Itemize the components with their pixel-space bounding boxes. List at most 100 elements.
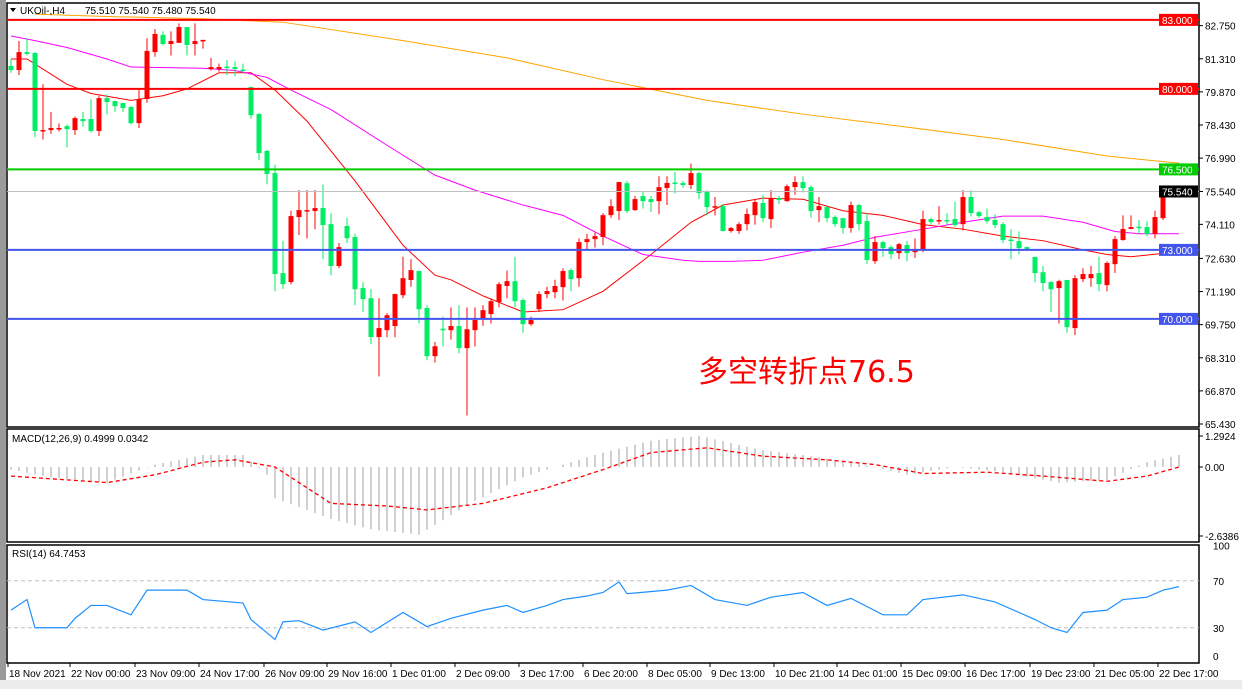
time-tick-label: 24 Nov 17:00: [200, 669, 260, 680]
candle-bullish: [552, 286, 558, 293]
moving-average-line: [10, 35, 1179, 262]
level-price-tag: [1159, 243, 1198, 256]
price-tick-label: 66.870: [1205, 387, 1236, 398]
macd-tick-label: 1.2924: [1205, 432, 1236, 443]
level-price-label: 76.500: [1162, 165, 1193, 176]
candle-bearish: [720, 206, 726, 232]
candle-bullish: [584, 239, 590, 243]
candle-bullish: [1128, 227, 1134, 229]
time-tick-label: 22 Nov 00:00: [71, 669, 131, 680]
candle-bullish: [216, 67, 222, 70]
macd-tick-label: -2.6386: [1205, 532, 1239, 543]
candle-bearish: [88, 119, 94, 131]
candle-bullish: [1112, 239, 1118, 265]
candle-bullish: [496, 284, 502, 303]
macd-signal-line: [10, 447, 1180, 511]
candle-bearish: [1016, 241, 1022, 249]
rsi-panel[interactable]: 100 70 30 0: [7, 542, 1230, 664]
candle-bearish: [328, 224, 334, 266]
candle-bullish: [1080, 274, 1086, 280]
candle-bullish: [304, 210, 310, 212]
price-tick-label: 72.630: [1205, 254, 1236, 265]
candle-bullish: [488, 301, 494, 315]
macd-panel[interactable]: 1.2924 0.00 -2.6386: [10, 432, 1239, 543]
candle-bearish: [880, 242, 886, 249]
time-tick-label: 16 Dec 17:00: [966, 669, 1026, 680]
candle-bearish: [272, 173, 278, 275]
candle-bearish: [160, 34, 166, 45]
candle-bearish: [1136, 226, 1142, 229]
candle-bearish: [760, 202, 766, 219]
current-price-label: 75.540: [1162, 187, 1193, 198]
candle-bearish: [696, 173, 702, 194]
candle-bullish: [48, 127, 54, 131]
candle-bearish: [928, 219, 934, 223]
candle-bullish: [896, 244, 902, 254]
rsi-tick-label: 30: [1213, 624, 1225, 635]
candle-bullish: [592, 236, 598, 240]
candle-bearish: [368, 298, 374, 338]
macd-title: MACD(12,26,9) 0.4999 0.0342: [12, 434, 149, 445]
candle-bullish: [72, 118, 78, 131]
time-tick-label: 29 Nov 16:00: [328, 669, 388, 680]
candle-bullish: [1056, 281, 1062, 289]
level-price-tag: [1159, 312, 1198, 325]
annotation-text: 多空转折点76.5: [698, 355, 915, 390]
candle-bearish: [680, 182, 686, 186]
candle-bearish: [128, 107, 134, 124]
candle-bearish: [240, 69, 246, 72]
chart-header: UKOil-,H4 75.510 75.540 75.480 75.540: [10, 6, 216, 17]
candle-bullish: [848, 205, 854, 229]
candle-bearish: [856, 205, 862, 225]
price-tick-label: 68.310: [1205, 354, 1236, 365]
candle-bullish: [208, 67, 214, 70]
moving-average-line: [34, 13, 1180, 164]
candle-bearish: [256, 113, 262, 154]
level-price-label: 80.000: [1162, 85, 1193, 96]
panel-border: [6, 428, 1200, 543]
candle-bullish: [872, 242, 878, 262]
price-panel[interactable]: 82.750 81.310 79.870 78.430 76.990 75.540 74.1…: [7, 13, 1236, 431]
candle-bullish: [472, 320, 478, 331]
candle-bullish: [576, 242, 582, 279]
candle-bearish: [832, 217, 838, 225]
candle-bearish: [1008, 239, 1014, 242]
price-tick-label: 75.540: [1205, 187, 1236, 198]
level-price-tag: [1159, 82, 1198, 95]
candle-bullish: [920, 219, 926, 250]
candle-bearish: [992, 219, 998, 226]
time-tick-label: 14 Dec 01:00: [838, 669, 898, 680]
candle-bearish: [976, 212, 982, 217]
time-tick-label: 9 Dec 13:00: [711, 669, 765, 680]
candle-bullish: [600, 215, 606, 238]
candle-bearish: [808, 187, 814, 212]
candle-bullish: [1152, 217, 1158, 235]
candle-bullish: [296, 210, 302, 217]
candle-bullish: [752, 202, 758, 216]
candle-bearish: [1032, 257, 1038, 274]
candle-bullish: [448, 326, 454, 331]
candle-bullish: [768, 198, 774, 220]
dropdown-triangle-icon[interactable]: [10, 8, 16, 12]
time-tick-label: 15 Dec 09:00: [902, 669, 962, 680]
level-price-tag: [1159, 13, 1198, 26]
candle-bearish: [120, 102, 126, 108]
candle-bullish: [480, 310, 486, 320]
candle-bullish: [200, 39, 206, 42]
candle-bullish: [432, 346, 438, 357]
candle-bullish: [688, 173, 694, 186]
candle-bullish: [528, 320, 534, 325]
time-tick-label: 6 Dec 20:00: [584, 669, 638, 680]
candle-bullish: [376, 328, 382, 338]
time-tick-label: 21 Dec 05:00: [1095, 669, 1155, 680]
left-frame: [0, 0, 6, 689]
candle-bearish: [1096, 273, 1102, 285]
candle-bearish: [352, 237, 358, 290]
candle-bearish: [952, 219, 958, 226]
candle-bearish: [640, 196, 646, 202]
candle-bearish: [776, 198, 782, 200]
level-price-label: 83.000: [1162, 16, 1193, 27]
time-tick-label: 3 Dec 17:00: [520, 669, 574, 680]
candle-bullish: [1104, 263, 1110, 286]
